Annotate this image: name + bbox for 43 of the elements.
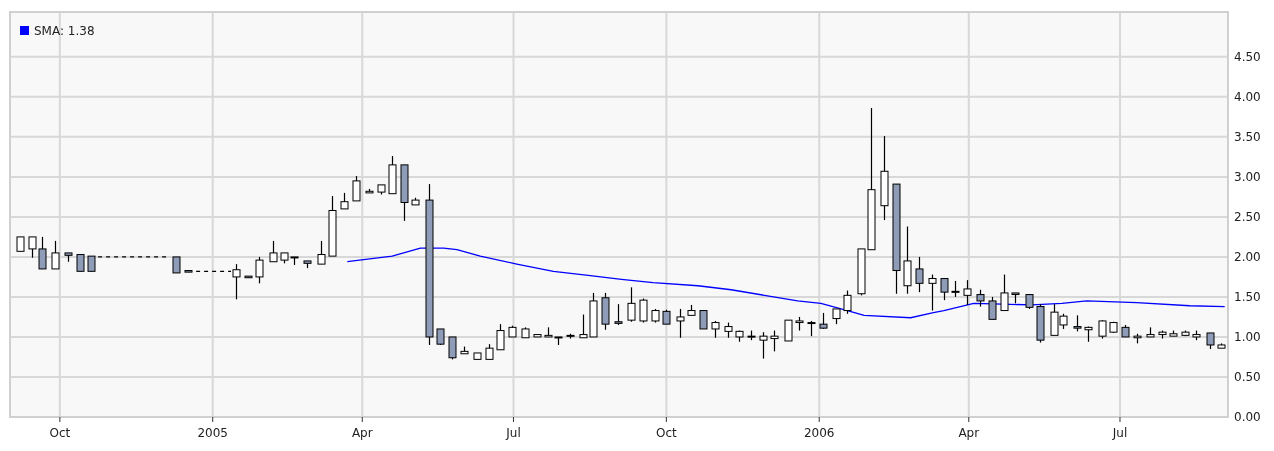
candlestick [915, 256, 924, 293]
x-tick-label: Jul [1111, 426, 1128, 440]
candlestick [843, 289, 852, 315]
candlestick [770, 329, 779, 352]
candlestick [496, 323, 505, 351]
candlestick [699, 310, 708, 330]
y-tick-label: 1.00 [1234, 330, 1261, 345]
legend-label: SMA: 1.38 [34, 24, 95, 38]
y-tick-label: 0.00 [1234, 410, 1261, 425]
y-tick-label: 4.50 [1234, 50, 1261, 65]
candlestick [1098, 319, 1107, 340]
candlestick [352, 175, 361, 202]
y-tick-label: 2.50 [1234, 210, 1261, 225]
candlestick [627, 286, 636, 323]
y-tick-label: 1.50 [1234, 290, 1261, 305]
candlestick [317, 240, 326, 265]
y-tick-label: 4.00 [1234, 90, 1261, 105]
candlestick [51, 240, 60, 270]
candlestick [1000, 273, 1009, 312]
candlestick [255, 256, 264, 284]
candlestick [759, 331, 768, 360]
x-tick-label: Oct [49, 426, 71, 440]
candlestick [269, 240, 278, 263]
x-tick-label: Oct [655, 426, 678, 440]
candlestick [614, 303, 623, 326]
candlestick [639, 297, 648, 324]
x-tick-label: Apr [351, 426, 373, 440]
candlestick [784, 319, 793, 342]
candlestick [928, 273, 937, 312]
x-tick-label: 2005 [197, 426, 228, 440]
y-tick-label: 0.50 [1234, 370, 1261, 385]
y-tick-label: 2.00 [1234, 250, 1261, 265]
candlestick [988, 296, 997, 320]
y-tick-label: 3.50 [1234, 130, 1261, 145]
x-tick-label: Jul [505, 426, 521, 440]
y-tick-label: 3.00 [1234, 170, 1261, 185]
candlestick [676, 308, 685, 339]
candlestick [963, 279, 972, 306]
candlestick [940, 277, 949, 301]
candlestick [448, 336, 457, 360]
line-series [346, 247, 1226, 319]
x-tick-label: 2006 [803, 426, 835, 440]
x-tick-label: Apr [958, 426, 980, 440]
